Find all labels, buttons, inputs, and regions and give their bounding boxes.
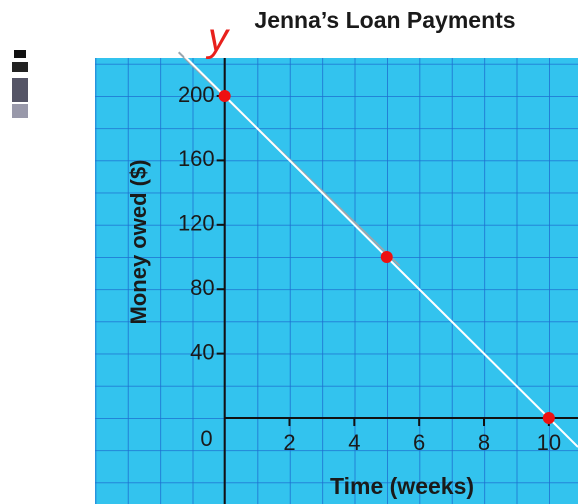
line-extension — [183, 55, 226, 97]
point — [218, 89, 231, 102]
y-axis-label: Money owed ($) — [126, 159, 151, 324]
x-tick-label: 8 — [478, 430, 490, 455]
y-tick-label: 0 — [200, 426, 212, 451]
chart-title: Jenna’s Loan Payments — [254, 7, 515, 33]
y-tick-label: 200 — [178, 82, 215, 107]
side-icon — [12, 50, 28, 118]
x-tick-label: 6 — [413, 430, 425, 455]
y-tick-label: 80 — [190, 275, 214, 300]
x-tick-label: 10 — [537, 430, 561, 455]
y-tick-label: 40 — [190, 339, 214, 364]
x-tick-label: 2 — [283, 430, 295, 455]
grid-background — [95, 58, 578, 504]
annotation: y — [205, 16, 231, 60]
point — [380, 251, 393, 264]
line-extension — [548, 417, 578, 448]
point — [542, 412, 555, 425]
x-tick-label: 4 — [348, 430, 360, 455]
x-axis-label: Time (weeks) — [330, 473, 474, 499]
y-tick-label: 120 — [178, 211, 215, 236]
y-tick-label: 160 — [178, 146, 215, 171]
